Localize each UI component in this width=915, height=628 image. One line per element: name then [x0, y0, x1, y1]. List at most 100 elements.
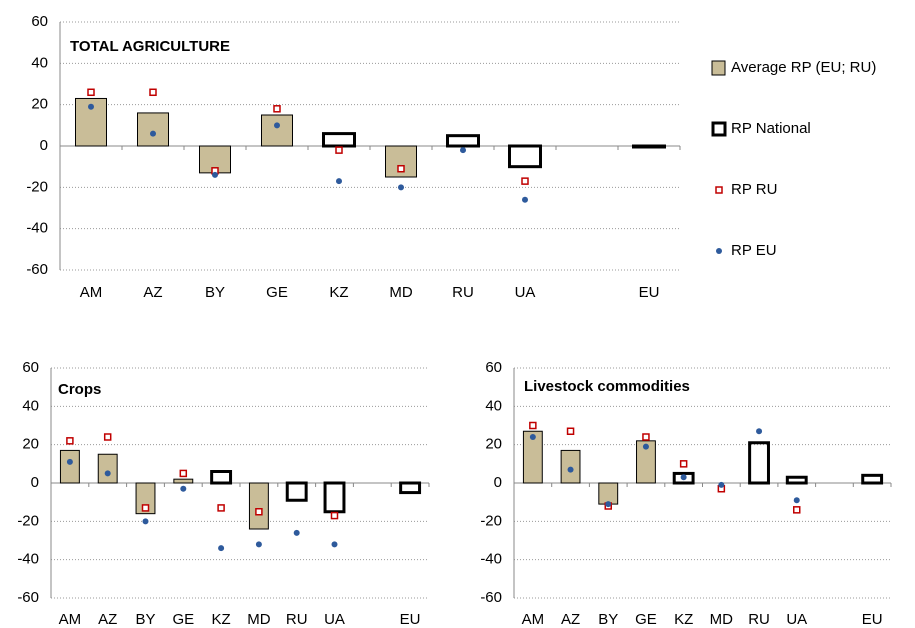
outline-bar	[446, 134, 480, 148]
marker-square	[255, 508, 263, 516]
marker-square	[149, 88, 157, 97]
bar	[135, 482, 156, 515]
outline-bar	[399, 481, 422, 495]
y-tick-label: 40	[22, 397, 39, 414]
bar	[248, 482, 269, 530]
x-tick-label: MD	[247, 611, 270, 628]
outline-bar	[861, 473, 884, 485]
marker-square	[273, 105, 281, 113]
marker-square	[679, 460, 688, 468]
marker-dot	[793, 497, 800, 504]
y-tick-label: 20	[31, 96, 48, 113]
x-tick-label: KZ	[329, 284, 348, 301]
marker-dot	[255, 541, 262, 548]
y-tick-label: 0	[31, 474, 39, 491]
x-tick-label: BY	[598, 611, 618, 628]
x-tick-label: AM	[80, 284, 103, 301]
y-tick-label: 0	[494, 474, 502, 491]
marker-dot	[142, 518, 149, 525]
legend-label: RP RU	[731, 181, 777, 198]
y-tick-label: -40	[17, 551, 39, 568]
marker-square	[566, 427, 575, 435]
y-tick-label: -60	[26, 261, 48, 278]
marker-square	[330, 511, 339, 520]
marker-dot	[567, 466, 574, 473]
x-tick-label: UA	[786, 611, 807, 628]
y-tick-label: 60	[31, 13, 48, 30]
marker-square	[335, 146, 343, 154]
marker-square	[217, 504, 225, 512]
legend-label: RP EU	[731, 242, 777, 259]
marker-dot	[718, 481, 725, 488]
marker-dot	[680, 474, 687, 481]
y-tick-label: 20	[485, 436, 502, 453]
x-tick-label: RU	[452, 284, 474, 301]
marker-dot	[150, 130, 156, 137]
legend-label: RP National	[731, 120, 811, 137]
marker-dot	[529, 434, 536, 440]
bar	[522, 430, 543, 484]
marker-dot	[218, 545, 225, 552]
marker-square	[642, 433, 650, 441]
marker-dot	[605, 501, 612, 508]
x-tick-label: RU	[748, 611, 770, 628]
chart-title: Livestock commodities	[524, 378, 690, 395]
marker-square	[529, 421, 537, 430]
marker-dot	[293, 529, 300, 536]
y-tick-label: 40	[485, 397, 502, 414]
bar	[59, 449, 80, 484]
y-tick-label: -40	[480, 551, 502, 568]
x-tick-label: MD	[389, 284, 412, 301]
x-tick-label: KZ	[212, 611, 231, 628]
marker-square	[793, 506, 801, 514]
y-tick-label: -60	[480, 589, 502, 606]
marker-dot	[756, 428, 763, 435]
outline-bar	[323, 481, 346, 514]
marker-square	[521, 177, 529, 185]
y-tick-label: 20	[22, 436, 39, 453]
x-tick-label: AZ	[143, 284, 162, 301]
x-tick-label: GE	[172, 611, 194, 628]
marker-square	[397, 164, 405, 173]
legend-swatch	[711, 60, 726, 76]
marker-square	[66, 437, 74, 445]
x-tick-label: BY	[135, 611, 155, 628]
x-tick-label: GE	[266, 284, 288, 301]
x-tick-label: MD	[710, 611, 733, 628]
marker-dot	[642, 443, 649, 450]
y-tick-label: -40	[26, 220, 48, 237]
marker-dot	[398, 184, 404, 191]
outline-bar	[748, 441, 770, 485]
legend-swatch	[716, 248, 722, 254]
x-tick-label: UA	[324, 611, 345, 628]
x-tick-label: AZ	[98, 611, 117, 628]
x-tick-label: RU	[286, 611, 308, 628]
y-tick-label: -60	[17, 589, 39, 606]
x-tick-label: BY	[205, 284, 225, 301]
x-tick-label: GE	[635, 611, 657, 628]
outline-bar	[508, 144, 542, 169]
marker-dot	[212, 171, 218, 178]
marker-square	[87, 88, 95, 97]
x-tick-label: AM	[522, 611, 545, 628]
y-tick-label: 0	[40, 137, 48, 154]
bar	[173, 478, 194, 484]
outline-bar	[210, 470, 233, 485]
marker-dot	[180, 485, 187, 492]
legend-swatch	[711, 121, 727, 137]
x-tick-label: AM	[59, 611, 82, 628]
legend-swatch	[715, 186, 723, 194]
y-tick-label: -20	[17, 512, 39, 529]
y-tick-label: 60	[22, 359, 39, 376]
marker-square	[141, 504, 150, 512]
bar	[261, 114, 293, 147]
x-tick-label: KZ	[674, 611, 693, 628]
x-tick-label: UA	[515, 284, 536, 301]
outline-bar	[285, 481, 308, 502]
y-tick-label: 40	[31, 54, 48, 71]
marker-dot	[66, 458, 73, 465]
marker-dot	[331, 541, 338, 548]
x-tick-label: EU	[639, 284, 660, 301]
